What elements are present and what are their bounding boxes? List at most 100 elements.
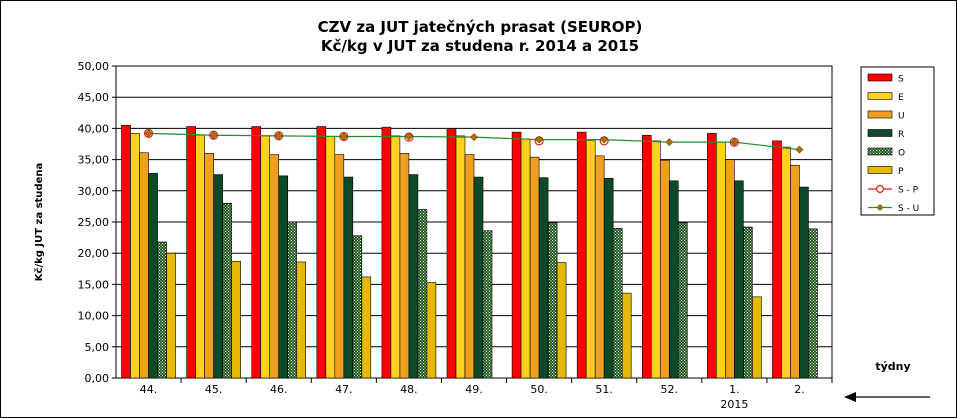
legend-swatch-s bbox=[867, 73, 893, 82]
marker-s-u bbox=[535, 135, 544, 144]
legend-label-p: P bbox=[898, 167, 904, 177]
bar-p bbox=[361, 276, 372, 379]
bar-e bbox=[260, 135, 271, 379]
bar-e bbox=[325, 136, 336, 379]
bar-u bbox=[464, 154, 475, 379]
marker-s-u bbox=[274, 131, 283, 140]
legend-marker-s-u bbox=[876, 204, 884, 211]
legend-swatch-u bbox=[867, 110, 893, 119]
y-tick-label: 10,00 bbox=[78, 310, 110, 323]
bar-u bbox=[790, 164, 800, 379]
marker-s-u bbox=[730, 138, 739, 147]
x-tick-label: 48. bbox=[400, 383, 418, 396]
y-tick-label: 45,00 bbox=[78, 91, 110, 104]
y-tick-label: 30,00 bbox=[78, 185, 110, 198]
marker-s-u bbox=[339, 132, 348, 141]
y-tick-label: 15,00 bbox=[78, 278, 110, 291]
y-tick-label: 5,00 bbox=[85, 341, 110, 354]
bar-p bbox=[752, 296, 762, 379]
marker-s-u bbox=[144, 129, 153, 138]
legend-box bbox=[860, 66, 935, 216]
bar-o bbox=[287, 221, 298, 379]
x-tick-label: 52. bbox=[661, 383, 679, 396]
bar-s bbox=[772, 140, 782, 379]
bar-s bbox=[641, 134, 652, 379]
bar-u bbox=[269, 154, 280, 379]
chart-subtitle: Kč/kg v JUT za studena r. 2014 a 2015 bbox=[321, 37, 639, 55]
bar-r bbox=[278, 175, 289, 379]
x-tick-label: 50. bbox=[530, 383, 548, 396]
bar-r bbox=[668, 180, 679, 379]
legend-label-s-p: S - P bbox=[898, 186, 919, 196]
bar-r bbox=[473, 176, 484, 379]
x-axis-ticks: 44. 45. 46. 47. 48. 49. 50. 51. 52. 1. 2015 2. bbox=[140, 378, 833, 411]
bar-e bbox=[130, 133, 140, 379]
bar-s bbox=[446, 128, 457, 379]
bar-p bbox=[296, 261, 307, 379]
x-tick-label: 49. bbox=[465, 383, 483, 396]
bar-e bbox=[716, 141, 726, 379]
bar-e bbox=[650, 140, 661, 379]
bar-s bbox=[707, 133, 717, 379]
legend-label-o: O bbox=[898, 149, 905, 159]
chart-title: CZV za JUT jatečných prasat (SEUROP) bbox=[318, 18, 643, 36]
legend-label-r: R bbox=[898, 130, 904, 140]
bar-r bbox=[213, 174, 223, 379]
bar-u bbox=[139, 152, 149, 379]
bar-r bbox=[148, 173, 158, 379]
bar-o bbox=[417, 209, 428, 379]
y-tick-label: 0,00 bbox=[85, 372, 110, 385]
bar-r bbox=[343, 176, 354, 379]
legend-label-e: E bbox=[898, 93, 904, 103]
bar-u bbox=[725, 159, 735, 379]
y-tick-label: 50,00 bbox=[78, 60, 110, 73]
series-lines bbox=[143, 128, 804, 154]
bar-o bbox=[743, 226, 753, 379]
legend-label-u: U bbox=[898, 112, 905, 122]
bar-u bbox=[204, 153, 214, 379]
bar-r bbox=[603, 178, 614, 379]
bar-u bbox=[334, 154, 345, 379]
y-tick-label: 40,00 bbox=[78, 122, 110, 135]
bar-o bbox=[808, 228, 818, 379]
bar-s bbox=[316, 126, 327, 379]
legend: SEUROP S - P S - U bbox=[867, 73, 919, 214]
bar-s bbox=[576, 131, 587, 379]
bar-o bbox=[157, 241, 167, 379]
bar-u bbox=[529, 156, 540, 379]
legend-swatch-e bbox=[867, 92, 893, 100]
bar-e bbox=[390, 135, 401, 379]
bar-e bbox=[520, 138, 531, 379]
bar-r bbox=[408, 174, 419, 379]
legend-label-s-u: S - U bbox=[898, 204, 919, 214]
bar-o bbox=[482, 230, 493, 379]
marker-s-u bbox=[600, 135, 609, 144]
bar-e bbox=[195, 134, 205, 379]
bar-e bbox=[781, 146, 791, 379]
bar-r bbox=[799, 186, 809, 379]
bar-u bbox=[659, 159, 670, 379]
marker-s-u bbox=[470, 133, 478, 142]
x-tick-label: 47. bbox=[335, 383, 353, 396]
bar-s bbox=[251, 126, 262, 379]
bar-s bbox=[186, 126, 196, 379]
bar-o bbox=[677, 222, 688, 379]
y-tick-label: 20,00 bbox=[78, 247, 110, 260]
bar-o bbox=[222, 202, 232, 379]
x-tick-label: 45. bbox=[205, 383, 223, 396]
y-tick-label: 25,00 bbox=[78, 216, 110, 229]
bars bbox=[121, 124, 818, 379]
bar-s bbox=[381, 126, 392, 379]
legend-swatch-o bbox=[867, 147, 893, 156]
bar-u bbox=[594, 155, 605, 379]
marker-s-u bbox=[665, 138, 674, 147]
bar-o bbox=[547, 222, 558, 379]
y-axis-label: Kč/kg JUT za studena bbox=[33, 163, 45, 281]
bar-p bbox=[621, 292, 632, 379]
x-tick-label: 2. bbox=[794, 383, 805, 396]
y-axis-ticks: 0,00 5,00 10,00 15,00 20,00 25,00 30,00 35,00 40… bbox=[78, 60, 116, 385]
bar-p bbox=[556, 262, 567, 379]
x-tick-label: 1. bbox=[729, 383, 740, 396]
bar-p bbox=[231, 261, 241, 379]
